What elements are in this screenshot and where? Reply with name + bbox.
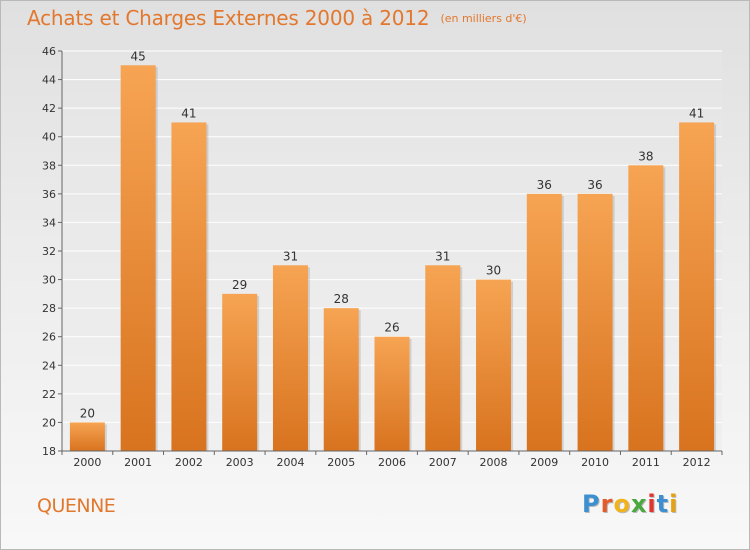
data-label: 41	[181, 106, 196, 120]
data-label: 30	[486, 264, 501, 278]
town-name: QUENNE	[37, 495, 116, 517]
x-tick-label: 2001	[124, 456, 152, 469]
bar	[577, 193, 613, 451]
data-label: 31	[435, 249, 450, 263]
y-tick-label: 24	[42, 359, 56, 372]
x-tick-label: 2003	[226, 456, 254, 469]
chart-title: Achats et Charges Externes 2000 à 2012 (…	[27, 6, 527, 30]
y-tick-label: 38	[42, 159, 56, 172]
bar	[526, 193, 562, 451]
x-tick-label: 2006	[378, 456, 406, 469]
logo-letter: P	[582, 490, 601, 518]
data-label: 26	[384, 321, 399, 335]
chart-subtitle: (en milliers d'€)	[440, 12, 527, 25]
x-tick-label: 2000	[73, 456, 101, 469]
data-label: 31	[283, 249, 298, 263]
bar	[476, 279, 512, 451]
logo-letter: r	[600, 490, 614, 518]
logo-letter: i	[647, 490, 657, 518]
y-tick-label: 32	[42, 245, 56, 258]
bar	[323, 308, 359, 451]
y-tick-label: 28	[42, 302, 56, 315]
bar	[374, 336, 410, 451]
bar	[272, 265, 308, 451]
y-tick-label: 34	[42, 216, 56, 229]
bar	[679, 122, 715, 451]
data-label: 28	[334, 292, 349, 306]
data-label: 38	[638, 149, 653, 163]
data-label: 41	[689, 106, 704, 120]
y-tick-label: 42	[42, 102, 56, 115]
bar	[120, 65, 156, 452]
data-label: 36	[587, 178, 602, 192]
bar	[425, 265, 461, 451]
x-tick-label: 2005	[327, 456, 355, 469]
bar	[69, 422, 105, 451]
bar	[222, 293, 258, 451]
y-tick-label: 36	[42, 188, 56, 201]
y-tick-label: 46	[42, 45, 56, 58]
x-tick-label: 2002	[175, 456, 203, 469]
x-tick-label: 2012	[683, 456, 711, 469]
data-label: 29	[232, 278, 247, 292]
y-tick-label: 18	[42, 445, 56, 458]
y-tick-label: 44	[42, 74, 56, 87]
x-tick-label: 2009	[530, 456, 558, 469]
y-tick-label: 20	[42, 416, 56, 429]
data-label: 45	[131, 49, 146, 63]
bar	[171, 122, 207, 451]
chart-title-main: Achats et Charges Externes 2000 à 2012	[27, 6, 430, 30]
x-tick-label: 2008	[480, 456, 508, 469]
y-tick-label: 22	[42, 388, 56, 401]
logo-letter: o	[613, 490, 631, 518]
y-tick-label: 30	[42, 274, 56, 287]
x-tick-label: 2010	[581, 456, 609, 469]
logo-letter: x	[630, 490, 648, 518]
y-tick-label: 26	[42, 331, 56, 344]
logo-letter: t	[656, 490, 670, 518]
y-tick-label: 40	[42, 131, 56, 144]
data-label: 36	[537, 178, 552, 192]
bar	[628, 165, 664, 452]
x-tick-label: 2004	[276, 456, 304, 469]
data-label: 20	[80, 406, 95, 420]
proxiti-logo[interactable]: Proxiti	[582, 490, 678, 518]
logo-letter: i	[669, 490, 679, 518]
x-tick-label: 2011	[632, 456, 660, 469]
x-tick-label: 2007	[429, 456, 457, 469]
